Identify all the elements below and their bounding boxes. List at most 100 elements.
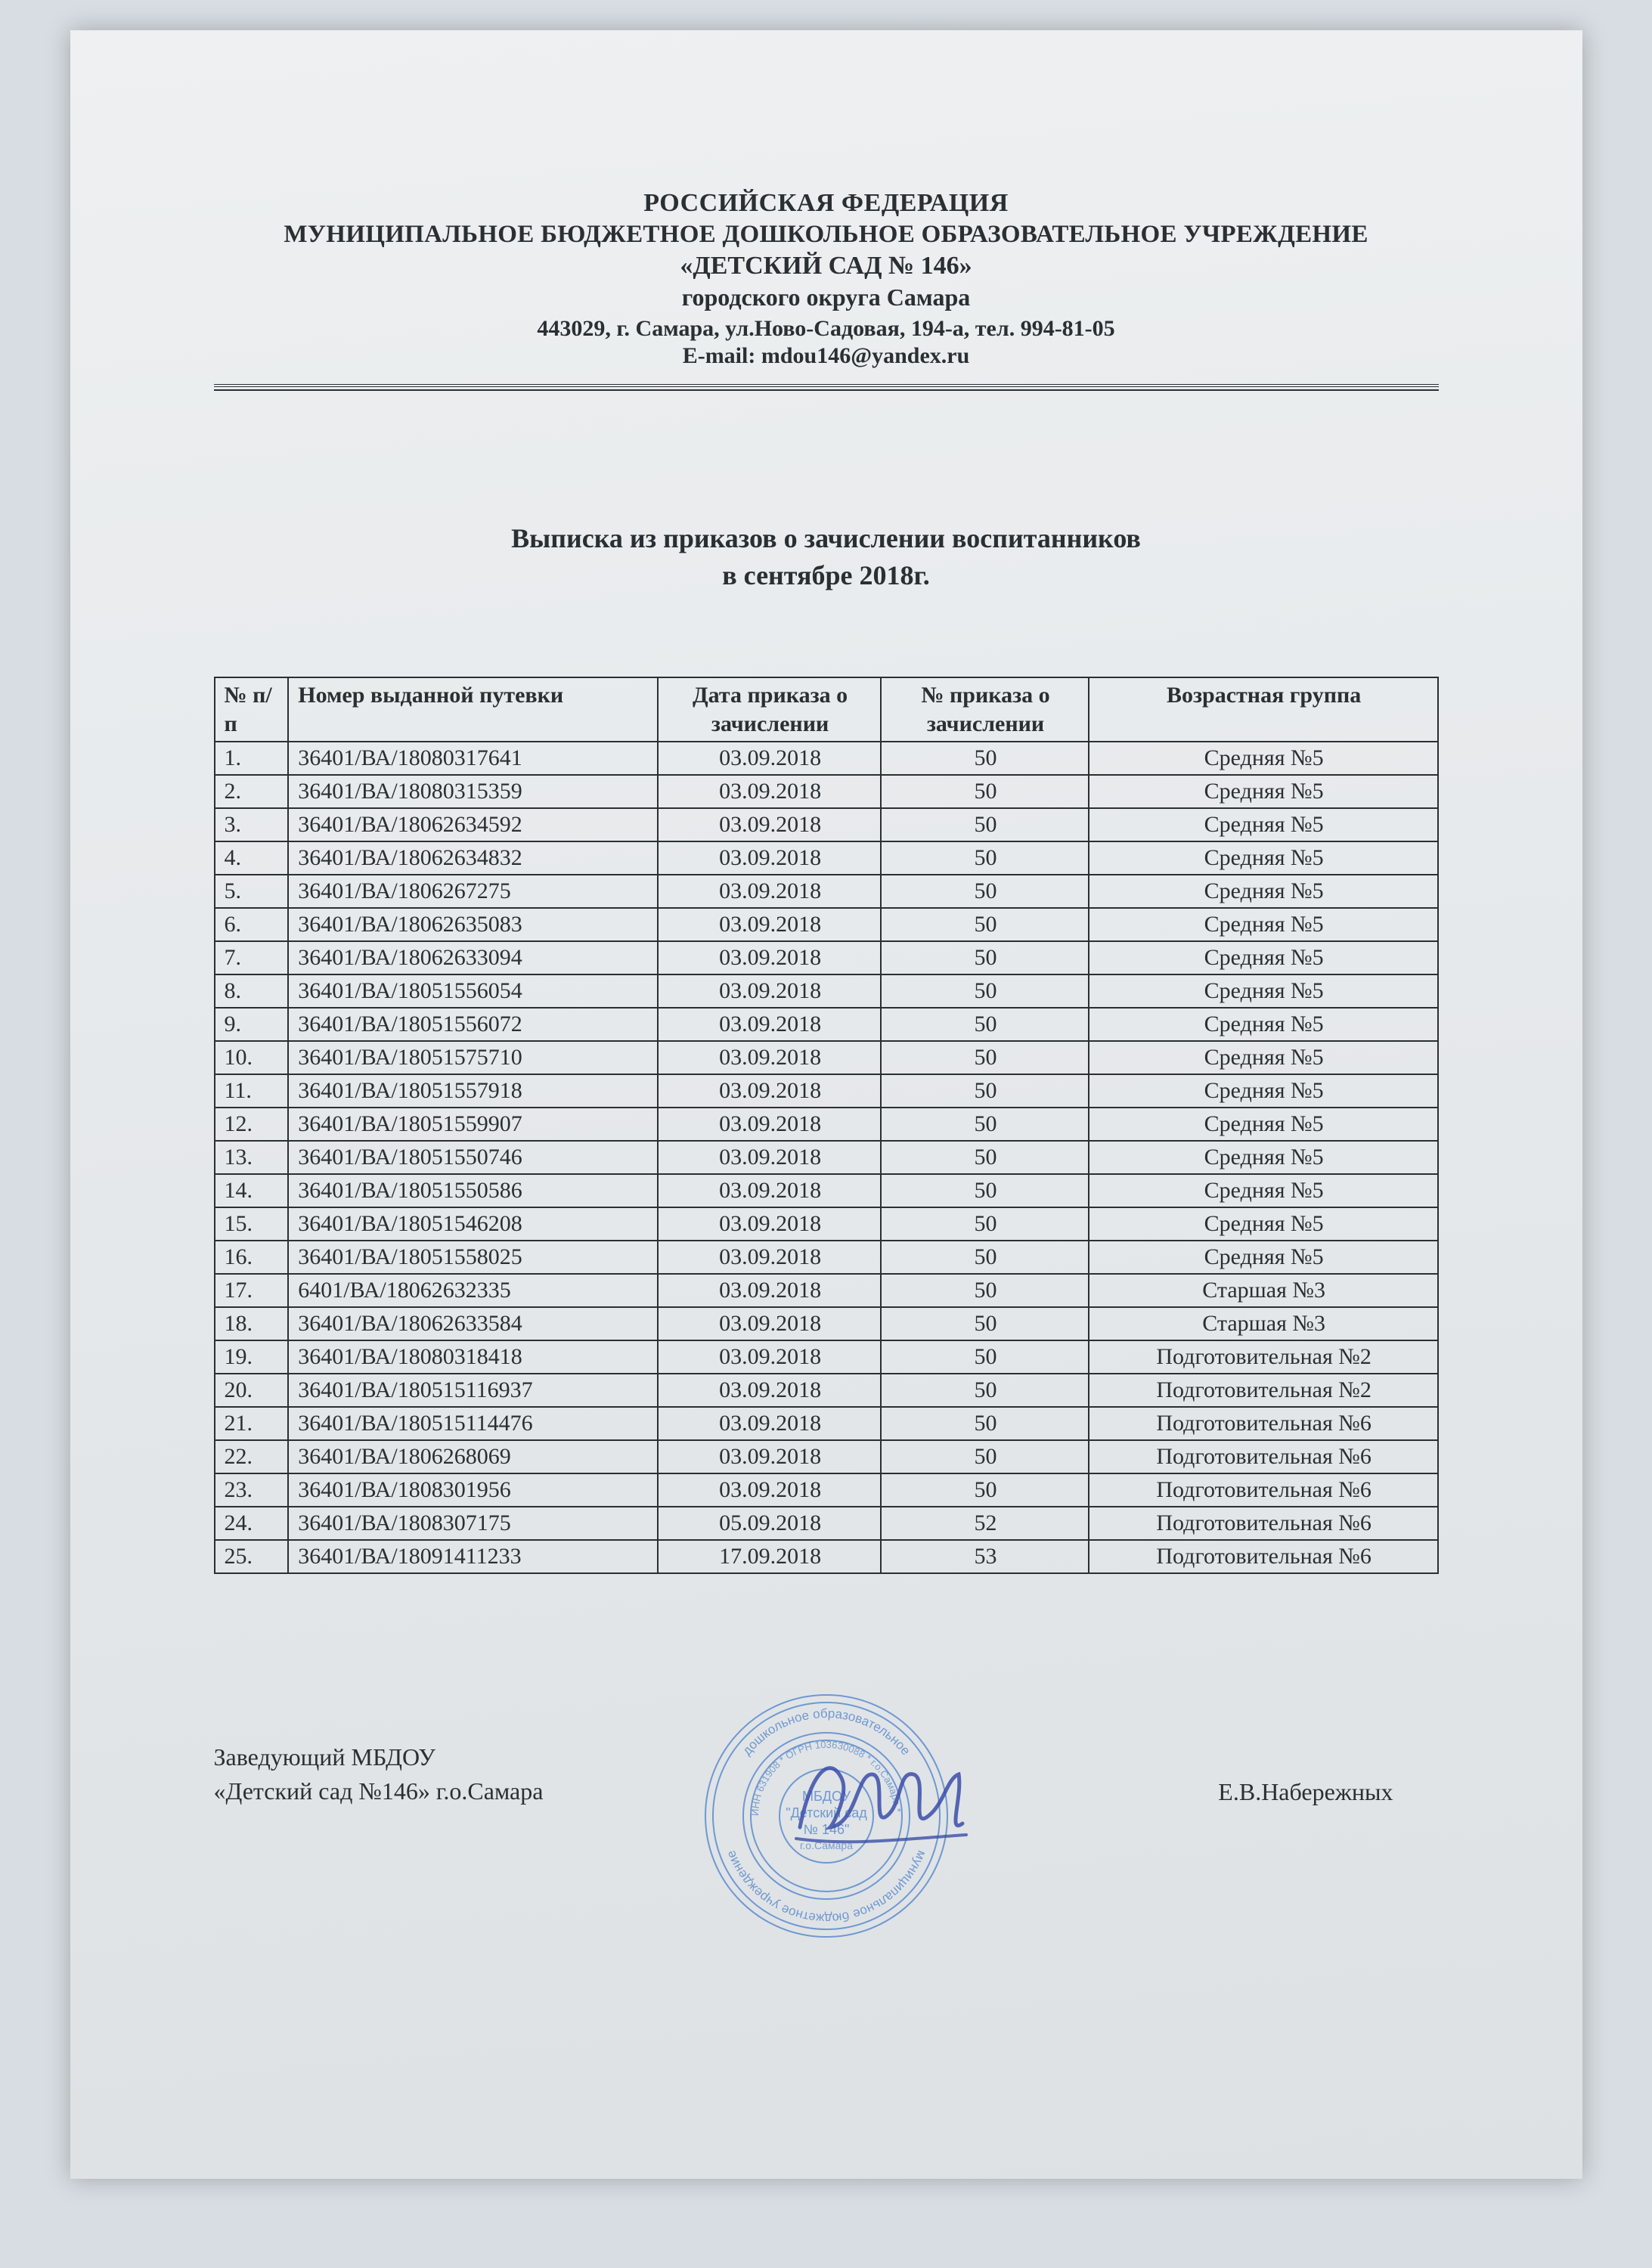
cell-group: Средняя №5	[1089, 1108, 1438, 1141]
cell-num: 14.	[215, 1174, 289, 1207]
cell-order: 50	[881, 1207, 1089, 1241]
document-title: Выписка из приказов о зачислении воспита…	[214, 520, 1439, 593]
cell-group: Средняя №5	[1089, 941, 1438, 974]
cell-order: 50	[881, 1340, 1089, 1374]
cell-order: 50	[881, 1008, 1089, 1041]
cell-num: 1.	[215, 742, 289, 775]
cell-date: 03.09.2018	[658, 1440, 881, 1473]
title-line2: в сентябре 2018г.	[214, 557, 1439, 594]
col-header-order: № приказа о зачислении	[881, 677, 1089, 742]
cell-num: 6.	[215, 908, 289, 941]
position-line2: «Детский сад №146» г.о.Самара	[214, 1774, 544, 1808]
cell-num: 17.	[215, 1274, 289, 1307]
cell-date: 03.09.2018	[658, 1008, 881, 1041]
cell-group: Средняя №5	[1089, 908, 1438, 941]
table-row: 4.36401/ВА/1806263483203.09.201850Средня…	[215, 841, 1438, 875]
cell-order: 50	[881, 1241, 1089, 1274]
table-row: 7.36401/ВА/1806263309403.09.201850Средня…	[215, 941, 1438, 974]
cell-voucher: 36401/ВА/1806268069	[288, 1440, 658, 1473]
signature-block: Заведующий МБДОУ «Детский сад №146» г.о.…	[214, 1710, 1439, 1952]
cell-date: 03.09.2018	[658, 775, 881, 808]
cell-order: 50	[881, 775, 1089, 808]
table-row: 17.6401/ВА/1806263233503.09.201850Старша…	[215, 1274, 1438, 1307]
cell-num: 21.	[215, 1407, 289, 1440]
cell-date: 03.09.2018	[658, 1241, 881, 1274]
table-row: 12.36401/ВА/1805155990703.09.201850Средн…	[215, 1108, 1438, 1141]
cell-group: Средняя №5	[1089, 1074, 1438, 1108]
cell-date: 03.09.2018	[658, 1041, 881, 1074]
title-line1: Выписка из приказов о зачислении воспита…	[214, 520, 1439, 557]
cell-group: Старшая №3	[1089, 1274, 1438, 1307]
cell-group: Средняя №5	[1089, 875, 1438, 908]
cell-group: Средняя №5	[1089, 775, 1438, 808]
cell-voucher: 36401/ВА/18062633094	[288, 941, 658, 974]
cell-date: 03.09.2018	[658, 875, 881, 908]
cell-date: 03.09.2018	[658, 908, 881, 941]
cell-group: Средняя №5	[1089, 1241, 1438, 1274]
cell-voucher: 36401/ВА/18051558025	[288, 1241, 658, 1274]
cell-date: 03.09.2018	[658, 1307, 881, 1340]
col-header-group: Возрастная группа	[1089, 677, 1438, 742]
cell-date: 03.09.2018	[658, 974, 881, 1008]
table-row: 8.36401/ВА/1805155605403.09.201850Средня…	[215, 974, 1438, 1008]
cell-num: 3.	[215, 808, 289, 841]
cell-group: Средняя №5	[1089, 1041, 1438, 1074]
cell-group: Средняя №5	[1089, 1174, 1438, 1207]
cell-group: Средняя №5	[1089, 1207, 1438, 1241]
cell-group: Средняя №5	[1089, 841, 1438, 875]
table-row: 1.36401/ВА/1808031764103.09.201850Средня…	[215, 742, 1438, 775]
position-line1: Заведующий МБДОУ	[214, 1740, 544, 1774]
table-head: № п/п Номер выданной путевки Дата приказ…	[215, 677, 1438, 742]
signature-icon	[789, 1733, 970, 1854]
table-row: 25.36401/ВА/1809141123317.09.201853Подго…	[215, 1540, 1438, 1573]
cell-num: 11.	[215, 1074, 289, 1108]
cell-voucher: 36401/ВА/18051550586	[288, 1174, 658, 1207]
cell-date: 03.09.2018	[658, 1207, 881, 1241]
cell-voucher: 36401/ВА/18051556072	[288, 1008, 658, 1041]
cell-num: 19.	[215, 1340, 289, 1374]
cell-order: 50	[881, 1108, 1089, 1141]
cell-num: 16.	[215, 1241, 289, 1274]
cell-order: 50	[881, 1307, 1089, 1340]
cell-voucher: 36401/ВА/180515114476	[288, 1407, 658, 1440]
cell-order: 50	[881, 1440, 1089, 1473]
cell-group: Подготовительная №6	[1089, 1407, 1438, 1440]
cell-date: 03.09.2018	[658, 1407, 881, 1440]
cell-group: Старшая №3	[1089, 1307, 1438, 1340]
cell-voucher: 36401/ВА/18080318418	[288, 1340, 658, 1374]
cell-group: Подготовительная №2	[1089, 1340, 1438, 1374]
table-row: 6.36401/ВА/1806263508303.09.201850Средня…	[215, 908, 1438, 941]
cell-num: 25.	[215, 1540, 289, 1573]
cell-order: 50	[881, 941, 1089, 974]
cell-date: 17.09.2018	[658, 1540, 881, 1573]
document-page: РОССИЙСКАЯ ФЕДЕРАЦИЯ МУНИЦИПАЛЬНОЕ БЮДЖЕ…	[70, 30, 1582, 2179]
table-row: 21.36401/ВА/18051511447603.09.201850Подг…	[215, 1407, 1438, 1440]
cell-voucher: 36401/ВА/18051550746	[288, 1141, 658, 1174]
cell-order: 53	[881, 1540, 1089, 1573]
cell-group: Подготовительная №6	[1089, 1507, 1438, 1540]
table-row: 11.36401/ВА/1805155791803.09.201850Средн…	[215, 1074, 1438, 1108]
cell-date: 03.09.2018	[658, 1108, 881, 1141]
table-row: 20.36401/ВА/18051511693703.09.201850Подг…	[215, 1374, 1438, 1407]
cell-order: 50	[881, 1274, 1089, 1307]
table-row: 9.36401/ВА/1805155607203.09.201850Средня…	[215, 1008, 1438, 1041]
cell-num: 4.	[215, 841, 289, 875]
cell-group: Подготовительная №6	[1089, 1473, 1438, 1507]
table-row: 18.36401/ВА/1806263358403.09.201850Старш…	[215, 1307, 1438, 1340]
cell-order: 50	[881, 1473, 1089, 1507]
cell-voucher: 36401/ВА/18080315359	[288, 775, 658, 808]
cell-order: 50	[881, 1041, 1089, 1074]
cell-num: 18.	[215, 1307, 289, 1340]
cell-voucher: 36401/ВА/18062634592	[288, 808, 658, 841]
col-header-voucher: Номер выданной путевки	[288, 677, 658, 742]
header-address: 443029, г. Самара, ул.Ново-Садовая, 194-…	[214, 316, 1439, 342]
cell-voucher: 36401/ВА/18051559907	[288, 1108, 658, 1141]
header-district: городского округа Самара	[214, 284, 1439, 311]
cell-group: Средняя №5	[1089, 1141, 1438, 1174]
col-header-date: Дата приказа о зачислении	[658, 677, 881, 742]
cell-order: 50	[881, 742, 1089, 775]
table-row: 23.36401/ВА/180830195603.09.201850Подгот…	[215, 1473, 1438, 1507]
header-email: E-mail: mdou146@yandex.ru	[214, 343, 1439, 369]
cell-num: 2.	[215, 775, 289, 808]
cell-group: Подготовительная №6	[1089, 1440, 1438, 1473]
